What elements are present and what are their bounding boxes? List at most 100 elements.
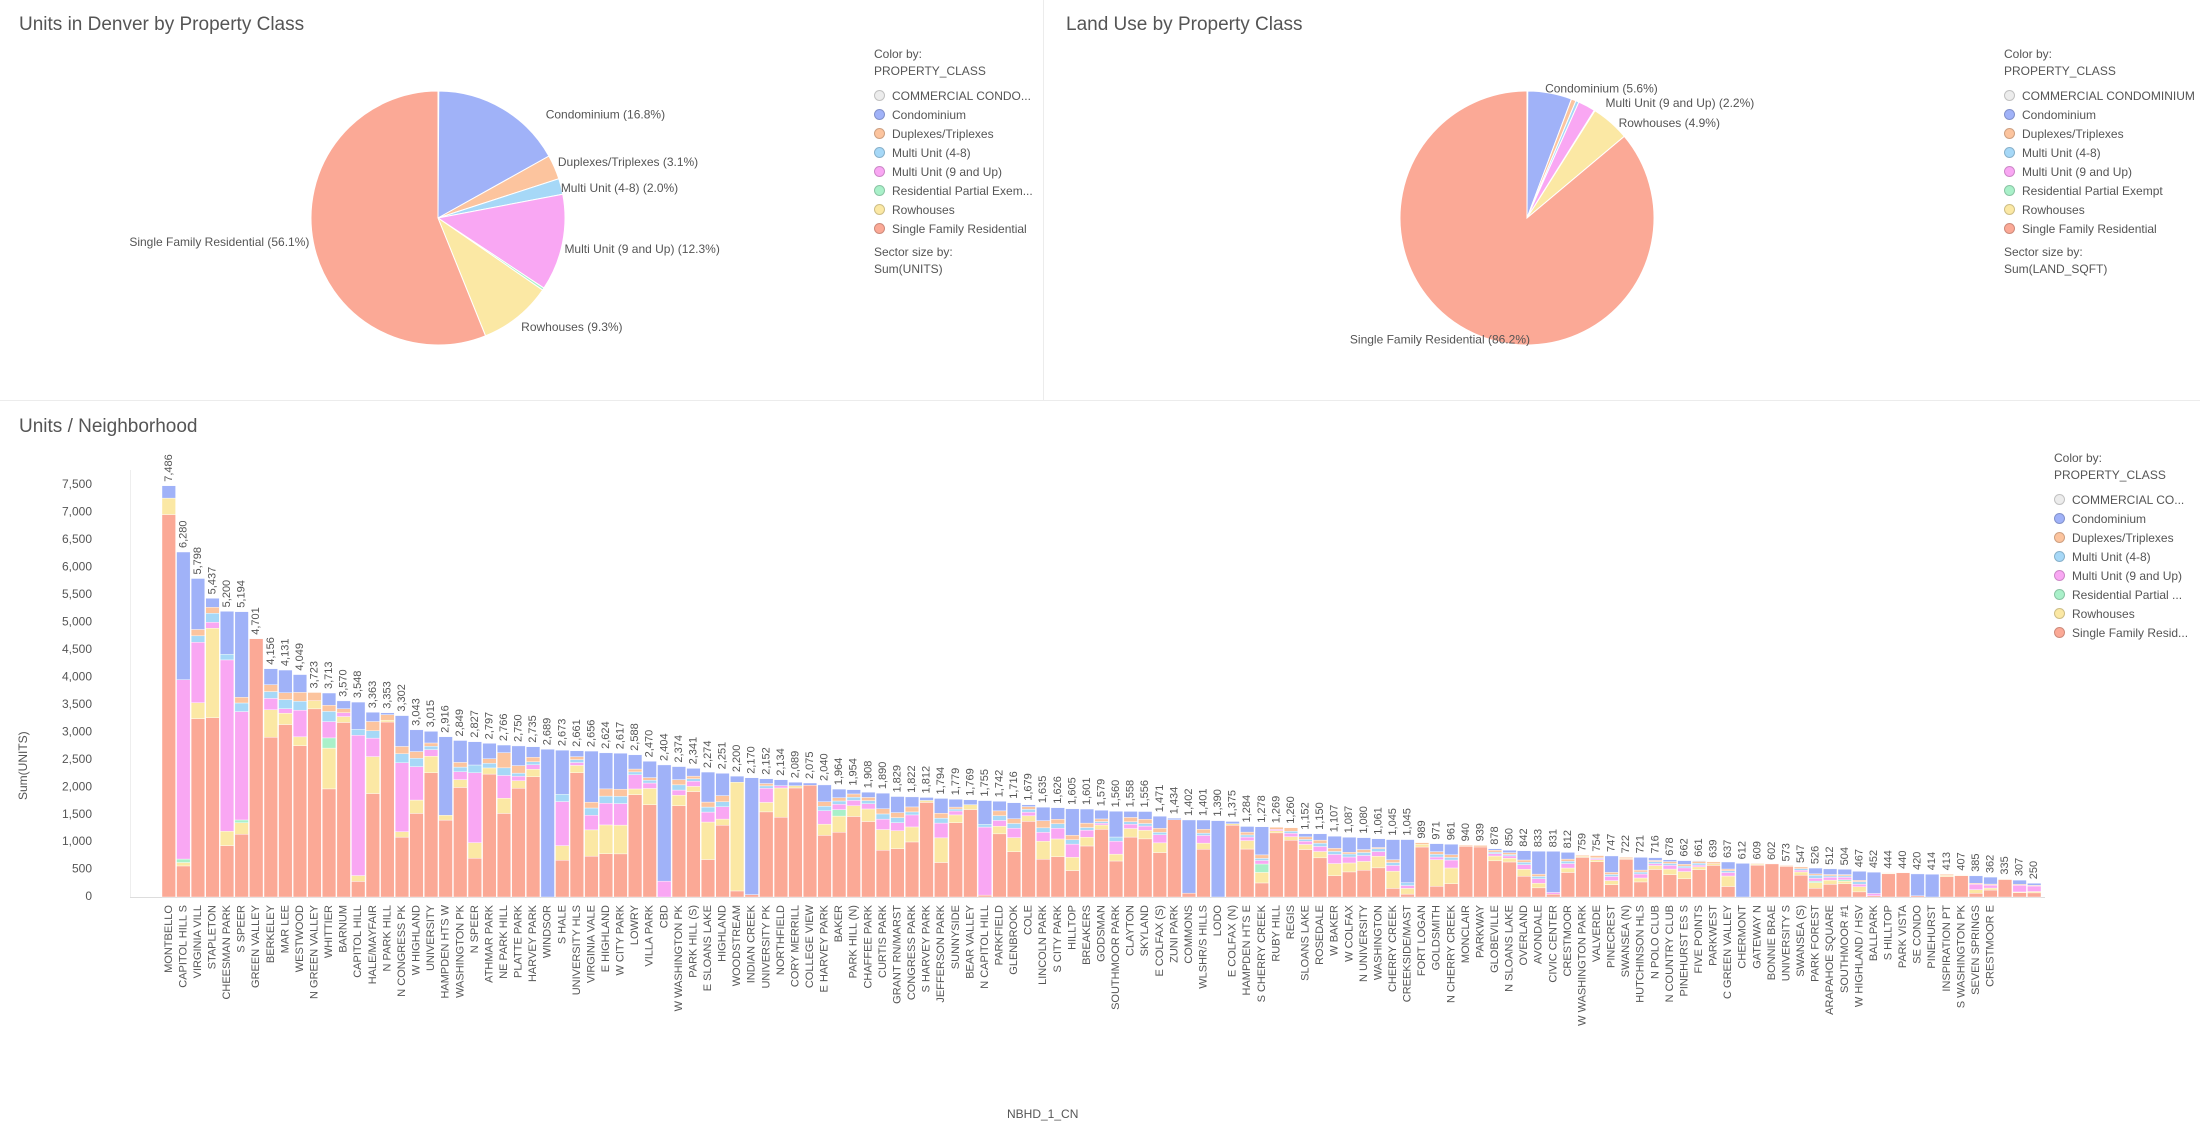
bar-category-label[interactable]: S CHERRY CREEK	[1256, 904, 1268, 1002]
legend-color-field[interactable]: PROPERTY_CLASS	[2054, 468, 2166, 482]
bar-segment-residential-partial-exempt[interactable]	[1254, 863, 1269, 873]
bar-category-label[interactable]: FIVE POINTS	[1693, 905, 1705, 973]
bar-segment-rowhouses[interactable]	[1138, 830, 1153, 840]
bar-segment-multi-unit-4-8[interactable]	[992, 815, 1007, 821]
bar-segment-condominium[interactable]	[1021, 804, 1036, 807]
bar-category-label[interactable]: ROSEDALE	[1314, 905, 1326, 965]
bar-category-label[interactable]: E HIGHLAND	[600, 905, 612, 972]
bar-category-label[interactable]: OVERLAND	[1518, 905, 1530, 966]
bar-segment-single-family-residential[interactable]	[1065, 870, 1080, 898]
legend-item-rowhouses[interactable]: Rowhouses	[874, 200, 1034, 219]
bar-category-label[interactable]: S HARVEY PARK	[921, 904, 933, 992]
pie-slice-single-family-residential[interactable]	[1399, 90, 1655, 346]
bar-category-label[interactable]: ZUNI PARK	[1168, 904, 1180, 963]
bar-category-label[interactable]: N POLO CLUB	[1649, 905, 1661, 979]
legend-item-multi-unit-4-8[interactable]: Multi Unit (4-8)	[874, 143, 1034, 162]
bar-segment-condominium[interactable]	[1050, 807, 1065, 820]
bar-segment-duplexes-triplexes[interactable]	[846, 793, 861, 798]
bar-segment-multi-unit-9-and-up[interactable]	[1517, 864, 1532, 870]
bar-segment-condominium[interactable]	[1633, 857, 1648, 871]
bar-segment-condominium[interactable]	[642, 761, 657, 778]
bar-segment-single-family-residential[interactable]	[1400, 893, 1415, 898]
bar-segment-condominium[interactable]	[701, 771, 715, 803]
bar-category-label[interactable]: C GREEN VALLEY	[1722, 904, 1734, 999]
legend-item-multi-unit-9-and-up[interactable]: Multi Unit (9 and Up)	[2054, 566, 2194, 585]
bar-category-label[interactable]: PARK HILL (N)	[848, 905, 860, 978]
bar-segment-duplexes-triplexes[interactable]	[205, 607, 220, 614]
legend-item-commercial-condominium[interactable]: COMMERCIAL CONDO...	[874, 86, 1034, 105]
bar-segment-condominium[interactable]	[1444, 844, 1459, 855]
bar-segment-rowhouses[interactable]	[817, 823, 832, 836]
bar-segment-single-family-residential[interactable]	[234, 834, 249, 898]
bar-segment-single-family-residential[interactable]	[846, 816, 861, 898]
bar-segment-rowhouses[interactable]	[380, 719, 395, 723]
bar-segment-single-family-residential[interactable]	[336, 722, 351, 898]
bar-segment-multi-unit-4-8[interactable]	[278, 699, 293, 709]
bar-segment-multi-unit-9-and-up[interactable]	[1429, 856, 1444, 860]
bar-segment-multi-unit-4-8[interactable]	[496, 767, 511, 776]
bar-segment-single-family-residential[interactable]	[1488, 860, 1502, 898]
bar-segment-residential-partial-exempt[interactable]	[176, 858, 191, 863]
bar-segment-duplexes-triplexes[interactable]	[875, 808, 890, 815]
bar-segment-condominium[interactable]	[773, 779, 788, 786]
bar-segment-multi-unit-4-8[interactable]	[1050, 823, 1065, 829]
bar-segment-multi-unit-4-8[interactable]	[905, 811, 920, 816]
bar-segment-residential-partial-exempt[interactable]	[1808, 880, 1823, 883]
bar-segment-rowhouses[interactable]	[1094, 824, 1109, 830]
bar-segment-rowhouses[interactable]	[1327, 863, 1342, 876]
bar-segment-single-family-residential[interactable]	[1939, 876, 1954, 898]
bar-segment-multi-unit-4-8[interactable]	[1327, 851, 1342, 855]
bar-segment-duplexes-triplexes[interactable]	[409, 751, 424, 759]
bar-segment-single-family-residential[interactable]	[555, 860, 570, 898]
bar-segment-condominium[interactable]	[730, 775, 745, 783]
bar-segment-multi-unit-9-and-up[interactable]	[759, 788, 774, 803]
bar-segment-condominium[interactable]	[526, 746, 541, 758]
bar-segment-single-family-residential[interactable]	[1954, 875, 1969, 898]
bar-category-label[interactable]: W WASHINGTON PARK	[1576, 904, 1588, 1025]
bar-segment-duplexes-triplexes[interactable]	[1604, 872, 1619, 875]
bar-segment-condominium[interactable]	[540, 749, 555, 898]
bar-segment-multi-unit-9-and-up[interactable]	[1065, 843, 1080, 858]
bar-segment-single-family-residential[interactable]	[715, 825, 730, 898]
bar-segment-condominium[interactable]	[336, 700, 351, 709]
bar-segment-duplexes-triplexes[interactable]	[1298, 836, 1313, 840]
bar-segment-multi-unit-9-and-up[interactable]	[278, 708, 293, 714]
bar-category-label[interactable]: SWANSEA (S)	[1795, 905, 1807, 977]
bar-segment-duplexes-triplexes[interactable]	[1458, 845, 1473, 847]
bar-segment-multi-unit-9-and-up[interactable]	[657, 880, 672, 898]
bar-segment-rowhouses[interactable]	[1604, 880, 1619, 885]
bar-segment-rowhouses[interactable]	[1021, 815, 1036, 822]
bar-segment-multi-unit-9-and-up[interactable]	[453, 771, 468, 780]
bar-segment-duplexes-triplexes[interactable]	[1007, 818, 1022, 824]
bar-segment-multi-unit-9-and-up[interactable]	[992, 820, 1007, 827]
bar-segment-condominium[interactable]	[2027, 883, 2042, 886]
bar-segment-multi-unit-4-8[interactable]	[555, 794, 570, 802]
bar-segment-rowhouses[interactable]	[453, 779, 468, 788]
bar-category-label[interactable]: HIGHLAND	[717, 905, 729, 962]
bar-segment-single-family-residential[interactable]	[1240, 848, 1255, 898]
pie-land-chart[interactable]: Condominium (5.6%)Multi Unit (9 and Up) …	[1044, 50, 1944, 420]
bar-category-label[interactable]: HAMPDEN HTS E	[1241, 905, 1253, 995]
bar-segment-single-family-residential[interactable]	[351, 881, 366, 898]
bar-segment-multi-unit-9-and-up[interactable]	[1109, 841, 1124, 855]
bar-segment-rowhouses[interactable]	[875, 829, 890, 851]
bar-segment-multi-unit-4-8[interactable]	[1313, 843, 1328, 847]
bar-category-label[interactable]: N COUNTRY CLUB	[1664, 905, 1676, 1002]
bar-category-label[interactable]: N GREEN VALLEY	[309, 904, 321, 999]
bar-segment-duplexes-triplexes[interactable]	[1152, 828, 1167, 833]
bar-category-label[interactable]: S SPEER	[236, 905, 248, 953]
bar-segment-multi-unit-9-and-up[interactable]	[1356, 855, 1371, 862]
bar-segment-rowhouses[interactable]	[715, 818, 730, 826]
bar-category-label[interactable]: E HARVEY PARK	[819, 904, 831, 992]
bar-category-label[interactable]: E COLFAX (N)	[1227, 905, 1239, 977]
bar-segment-rowhouses[interactable]	[1152, 842, 1167, 853]
legend-item-condominium[interactable]: Condominium	[2004, 105, 2194, 124]
bar-segment-rowhouses[interactable]	[1706, 863, 1721, 866]
bar-segment-condominium[interactable]	[438, 736, 453, 816]
bar-category-label[interactable]: PARK VISTA	[1897, 904, 1909, 968]
bar-segment-duplexes-triplexes[interactable]	[1385, 859, 1400, 863]
bar-category-label[interactable]: W WASHINGTON PK	[673, 904, 685, 1011]
bar-category-label[interactable]: LODO	[1212, 905, 1224, 937]
bar-segment-rowhouses[interactable]	[1590, 859, 1604, 862]
bar-category-label[interactable]: WLSHR/S HILLS	[1198, 905, 1210, 989]
